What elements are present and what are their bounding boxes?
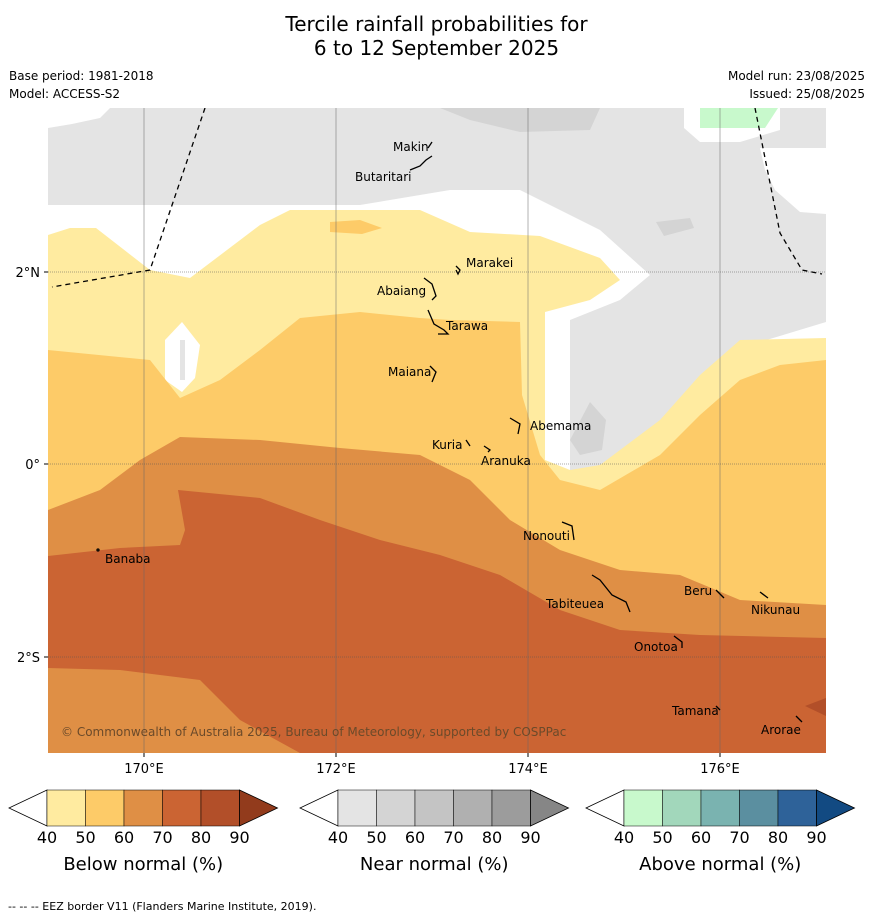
island-label-tabiteuea: Tabiteuea [545, 597, 604, 611]
island-label-kuria: Kuria [432, 438, 463, 452]
no-dominant-category [48, 108, 110, 128]
below-normal-tick-label: 50 [75, 828, 95, 847]
model-run-date: Model run: 23/08/2025 [727, 69, 865, 83]
near-normal-60-patch [440, 108, 600, 132]
below-normal-extend-low [8, 789, 48, 827]
island-label-maiana: Maiana [388, 365, 431, 379]
above-normal-swatch [662, 789, 702, 827]
near-normal-tick-label: 40 [328, 828, 348, 847]
above-normal-tick-label: 50 [652, 828, 672, 847]
above-normal-tick-label: 80 [768, 828, 788, 847]
island-label-makin: Makin [393, 140, 429, 154]
probability-map: 2°N 0° 2°S 170°E 172°E 174°E 176°E Makin… [16, 108, 826, 777]
below-normal-swatch [46, 789, 86, 827]
colorbar-above-normal: 40 50 60 70 80 90 Above normal (%) [585, 789, 856, 875]
map-gridlines [48, 271, 826, 658]
title-line-2: 6 to 12 September 2025 [313, 36, 560, 60]
below-normal-90-patch [805, 698, 826, 716]
island-label-arorae: Arorae [761, 723, 801, 737]
near-normal-tick-label: 70 [443, 828, 463, 847]
island-label-beru: Beru [684, 584, 712, 598]
above-normal-tick-label: 90 [806, 828, 826, 847]
island-label-nonouti: Nonouti [523, 529, 570, 543]
eez-footnote: -- -- -- EEZ border V11 (Flanders Marine… [8, 900, 317, 913]
model-name: Model: ACCESS-S2 [9, 87, 121, 101]
near-normal-swatch [453, 789, 493, 827]
map-fill-layer [48, 108, 826, 753]
near-normal-tick-label: 80 [482, 828, 502, 847]
island-label-abaiang: Abaiang [377, 284, 426, 298]
below-normal-swatch [123, 789, 163, 827]
below-normal-60-patch [330, 220, 382, 234]
island-label-tamana: Tamana [671, 704, 719, 718]
near-normal-extend-high [530, 789, 570, 827]
issued-date: Issued: 25/08/2025 [749, 87, 865, 101]
meta-right: Model run: 23/08/2025 Issued: 25/08/2025 [728, 67, 865, 103]
above-normal-extend-low [585, 789, 625, 827]
map-meridians [143, 108, 721, 753]
below-normal-title: Below normal (%) [63, 854, 223, 875]
above-normal-title: Above normal (%) [639, 854, 801, 875]
meta-left: Base period: 1981-2018 Model: ACCESS-S2 [9, 67, 154, 103]
near-normal-swatch [414, 789, 454, 827]
copyright-notice: © Commonwealth of Australia 2025, Bureau… [61, 725, 566, 739]
lon-label-176e: 176°E [700, 762, 740, 777]
lat-label-2n: 2°N [16, 266, 41, 281]
below-normal-tick-label: 40 [37, 828, 57, 847]
colorbar-below-normal: 40 50 60 70 80 90 Below normal (%) [8, 789, 279, 875]
above-normal-tick-label: 60 [691, 828, 711, 847]
below-normal-swatch [200, 789, 240, 827]
island-outlines [96, 141, 803, 723]
island-label-abemama: Abemama [530, 419, 591, 433]
above-normal-swatch [623, 789, 663, 827]
island-label-tarawa: Tarawa [445, 319, 488, 333]
below-normal-tick-label: 60 [114, 828, 134, 847]
near-normal-tick-label: 90 [520, 828, 540, 847]
lon-label-174e: 174°E [508, 762, 548, 777]
near-normal-region [180, 340, 185, 380]
island-label-onotoa: Onotoa [634, 640, 678, 654]
below-normal-80-region [48, 490, 826, 753]
above-normal-tick-label: 70 [729, 828, 749, 847]
above-normal-swatch [739, 789, 779, 827]
lat-label-0: 0° [25, 458, 40, 473]
base-period: Base period: 1981-2018 [9, 69, 154, 83]
below-normal-tick-label: 70 [152, 828, 172, 847]
lon-label-172e: 172°E [316, 762, 356, 777]
axis-ticks [44, 271, 721, 757]
legend-colorbars: 40 50 60 70 80 90 Below normal (%) 40 50 60 70 80 9… [8, 789, 856, 875]
island-label-nikunau: Nikunau [751, 603, 800, 617]
near-normal-swatch [337, 789, 377, 827]
below-normal-tick-label: 90 [229, 828, 249, 847]
above-normal-swatch [700, 789, 740, 827]
eez-border [51, 108, 823, 288]
near-normal-title: Near normal (%) [360, 854, 509, 875]
above-normal-tick-label: 40 [614, 828, 634, 847]
lat-label-2s: 2°S [17, 651, 40, 666]
near-normal-60-patch [656, 218, 694, 236]
lon-label-170e: 170°E [124, 762, 164, 777]
island-label-butaritari: Butaritari [355, 170, 412, 184]
below-normal-swatch [162, 789, 202, 827]
below-normal-swatch [85, 789, 125, 827]
title-line-1: Tercile rainfall probabilities for [285, 12, 588, 36]
no-dominant-category [760, 148, 826, 214]
island-label-marakei: Marakei [466, 256, 513, 270]
near-normal-tick-label: 50 [366, 828, 386, 847]
near-normal-tick-label: 60 [405, 828, 425, 847]
below-normal-tick-label: 80 [191, 828, 211, 847]
above-normal-extend-high [816, 789, 856, 827]
island-labels: Makin Butaritari Marakei Abaiang Tarawa … [105, 140, 801, 737]
colorbar-near-normal: 40 50 60 70 80 90 Near normal (%) [299, 789, 570, 875]
near-normal-extend-low [299, 789, 339, 827]
below-normal-extend-high [239, 789, 279, 827]
map-title: Tercile rainfall probabilities for 6 to … [0, 12, 873, 60]
above-normal-50-patch [700, 108, 778, 128]
near-normal-60-patch [570, 402, 606, 455]
island-label-aranuka: Aranuka [481, 454, 531, 468]
island-label-banaba: Banaba [105, 552, 151, 566]
near-normal-swatch [376, 789, 416, 827]
near-normal-swatch [491, 789, 531, 827]
above-normal-swatch [777, 789, 817, 827]
